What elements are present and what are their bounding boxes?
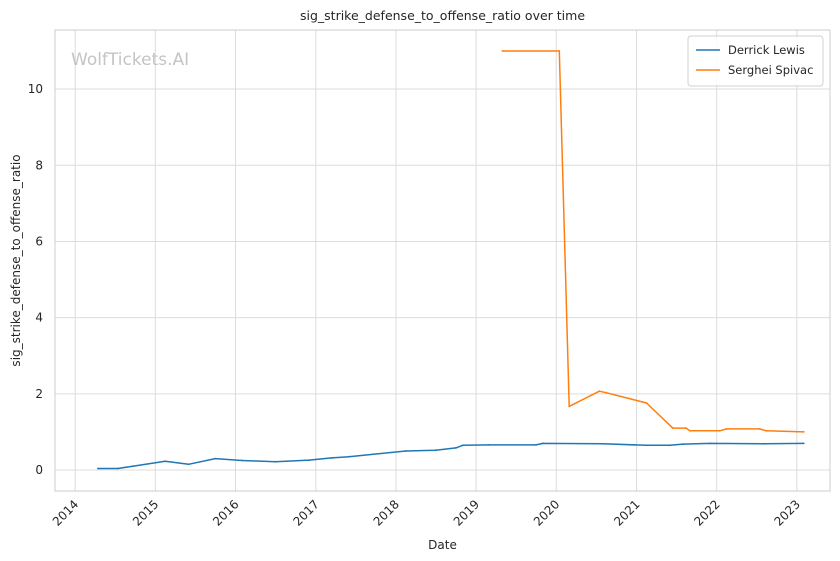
data-point	[602, 442, 604, 445]
data-point	[501, 50, 504, 52]
data-point	[668, 444, 671, 447]
data-point	[330, 457, 333, 459]
legend-label: Serghei Spivac	[728, 63, 813, 77]
x-tick-label: 2023	[771, 497, 802, 528]
x-tick-label: 2016	[210, 497, 241, 528]
plot-area-frame	[54, 29, 831, 492]
data-point	[117, 467, 119, 470]
y-tick-label: 8	[35, 158, 43, 172]
data-point	[308, 459, 310, 461]
y-tick-label: 2	[35, 387, 43, 401]
data-point	[241, 459, 244, 462]
x-tick-label: 2015	[130, 497, 161, 528]
data-point	[598, 390, 601, 393]
data-point	[645, 444, 648, 447]
data-point	[568, 405, 571, 408]
x-tick-label: 2019	[451, 497, 482, 528]
data-point	[404, 450, 407, 452]
data-point	[685, 427, 688, 429]
data-point	[97, 467, 99, 470]
data-point	[274, 460, 277, 463]
data-point	[762, 442, 765, 445]
data-point	[682, 443, 684, 445]
x-tick-label: 2022	[691, 497, 722, 528]
data-point	[535, 444, 537, 446]
data-point	[348, 455, 350, 458]
x-tick-label: 2014	[50, 497, 81, 528]
x-axis-tick-labels: 2014 2015 2016 2017 2018 2019 2020 2021 2022 2023	[50, 497, 803, 528]
x-tick-label: 2017	[290, 497, 321, 528]
y-tick-label: 10	[28, 82, 43, 96]
data-point	[488, 444, 490, 446]
data-point	[187, 463, 190, 466]
data-point	[645, 402, 648, 404]
data-point	[765, 429, 768, 432]
data-point	[605, 391, 607, 394]
legend-box	[687, 35, 824, 87]
data-point	[718, 429, 721, 432]
y-tick-label: 6	[35, 234, 43, 248]
series-derrick-lewis	[97, 442, 805, 470]
data-point	[725, 428, 728, 430]
data-point	[434, 449, 437, 452]
data-point	[455, 447, 457, 449]
x-tick-label: 2021	[611, 497, 642, 528]
data-point	[461, 444, 464, 447]
grid	[55, 30, 830, 491]
series-lines	[97, 50, 805, 470]
y-axis-title: sig_strike_defense_to_offense_ratio	[9, 154, 23, 366]
data-point	[671, 427, 674, 429]
series-line	[502, 50, 804, 433]
legend-label: Derrick Lewis	[728, 43, 805, 57]
chart-title: sig_strike_defense_to_offense_ratio over…	[300, 8, 585, 23]
data-point	[709, 442, 711, 445]
data-point	[802, 431, 805, 433]
data-point	[558, 50, 561, 52]
legend: Derrick Lewis Serghei Spivac	[687, 35, 824, 87]
data-point	[214, 457, 217, 460]
y-tick-label: 0	[35, 463, 43, 477]
data-point	[758, 428, 761, 430]
data-point	[802, 442, 805, 445]
watermark-text: WolfTickets.AI	[71, 50, 189, 70]
y-tick-label: 4	[35, 311, 43, 325]
y-axis-tick-labels: 0 2 4 6 8 10	[28, 82, 43, 477]
series-serghei-spivac	[501, 50, 805, 433]
data-point	[131, 465, 134, 468]
x-tick-label: 2020	[531, 497, 562, 528]
data-point	[164, 460, 167, 463]
data-point	[689, 429, 691, 432]
data-point	[541, 442, 544, 445]
series-line	[98, 442, 804, 470]
x-tick-label: 2018	[371, 497, 402, 528]
x-axis-title: Date	[428, 538, 457, 552]
